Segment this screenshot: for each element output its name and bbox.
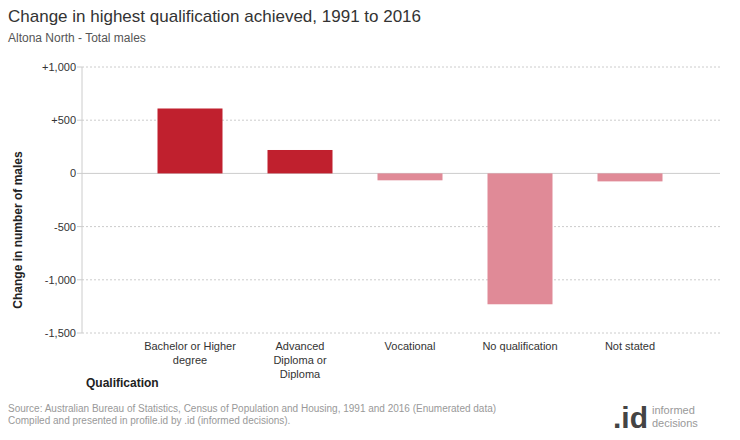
tick-label: -1,000 — [45, 274, 76, 286]
x-axis-title: Qualification — [86, 376, 159, 390]
tick-mark — [77, 333, 82, 334]
category-label-line: No qualification — [482, 340, 557, 352]
source-note: Compiled and presented in profile.id by … — [8, 415, 290, 426]
logo-text: decisions — [652, 417, 698, 429]
subtitle: Altona North - Total males — [8, 31, 146, 45]
grid-line — [82, 279, 720, 280]
tick-mark — [77, 173, 82, 174]
category-label-line: degree — [173, 354, 207, 366]
category-label: Advanced Diploma or Diploma — [273, 340, 327, 380]
bar — [268, 150, 333, 173]
tick-mark — [77, 67, 82, 68]
category-label: Vocational — [385, 340, 436, 352]
bar — [158, 108, 223, 173]
category-label: Bachelor or Higher degree — [144, 340, 236, 366]
bars — [158, 108, 663, 304]
category-label: Not stated — [605, 340, 655, 352]
bar — [488, 173, 553, 304]
logo-text: informed — [652, 404, 695, 416]
category-label-line: Diploma — [280, 368, 321, 380]
tick-label: -500 — [54, 221, 76, 233]
tick-label: +1,000 — [42, 61, 76, 73]
grid — [77, 67, 720, 333]
y-axis-title: Change in number of males — [11, 151, 25, 309]
chart: Change in highest qualification achieved… — [0, 0, 740, 440]
bar — [598, 173, 663, 181]
y-axis-line — [82, 67, 83, 333]
tick-mark — [77, 226, 82, 227]
tick-label: 0 — [70, 167, 76, 179]
tick-mark — [77, 120, 82, 121]
logo-mark: .id — [613, 401, 648, 434]
tick-label: -1,500 — [45, 327, 76, 339]
tick-label: +500 — [51, 114, 76, 126]
category-label-line: Vocational — [385, 340, 436, 352]
category-label-line: Bachelor or Higher — [144, 340, 236, 352]
tick-mark — [77, 279, 82, 280]
grid-line — [82, 226, 720, 227]
category-label-line: Advanced — [276, 340, 325, 352]
category-label-line: Diploma or — [273, 354, 327, 366]
category-label: No qualification — [482, 340, 557, 352]
category-label-line: Not stated — [605, 340, 655, 352]
grid-line — [82, 67, 720, 68]
source-note: Source: Australian Bureau of Statistics,… — [8, 403, 496, 414]
title: Change in highest qualification achieved… — [8, 7, 421, 26]
bar — [378, 173, 443, 180]
grid-line — [82, 333, 720, 334]
